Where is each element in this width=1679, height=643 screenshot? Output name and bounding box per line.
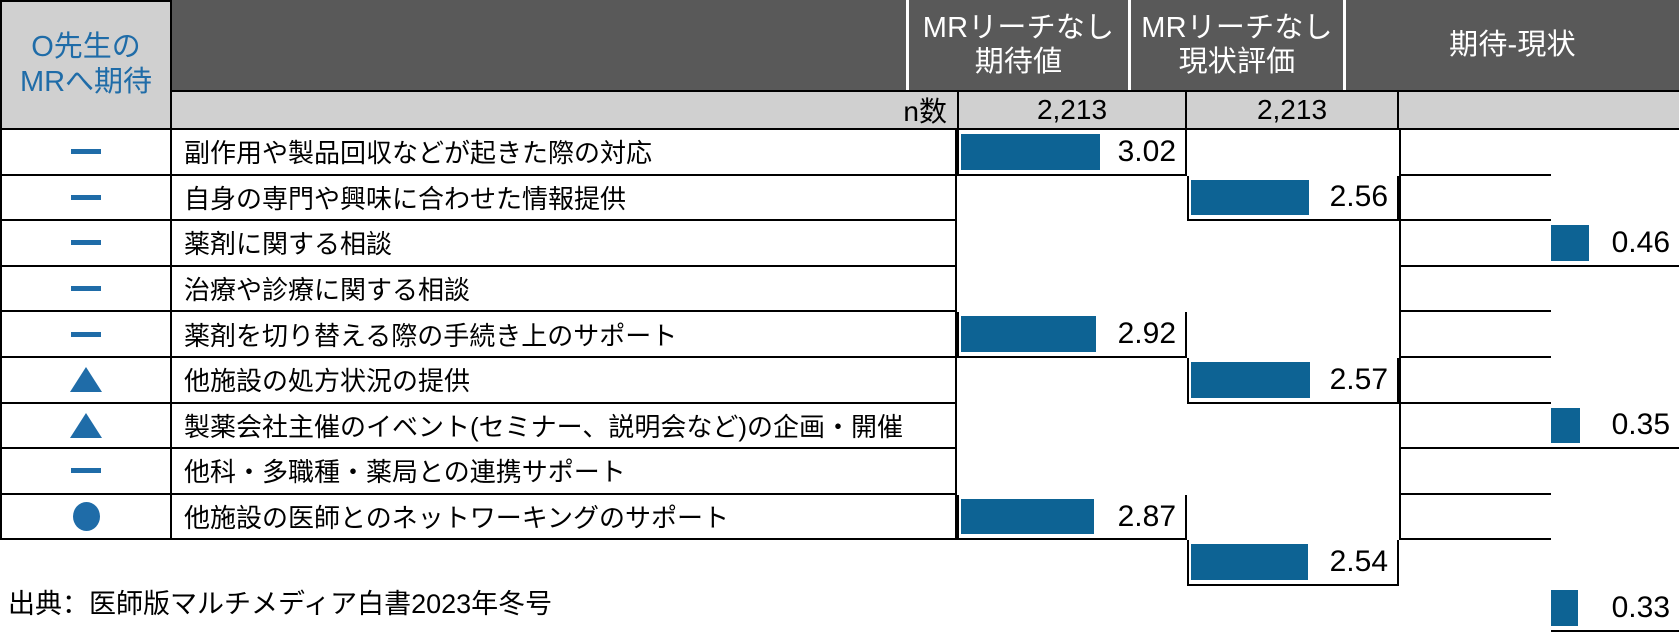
header-sep-2	[1128, 0, 1131, 90]
gap-value: 0.33	[1611, 590, 1670, 624]
header-col-expectation: MRリーチなし 期待値	[909, 0, 1128, 90]
expectation-bar	[961, 498, 1094, 535]
marker-dash-icon	[71, 331, 101, 337]
row-marker-cell	[0, 449, 172, 495]
expectation-bar	[961, 134, 1101, 170]
expectation-value: 3.02	[1117, 134, 1176, 168]
row-label-cell: 薬剤に関する相談	[172, 221, 957, 267]
gap-cell-pad	[1399, 312, 1551, 358]
expectation-cell: 2.92	[957, 312, 1187, 358]
marker-dash-icon	[71, 149, 101, 155]
gap-cell: 0.33	[1551, 585, 1679, 632]
gap-bar	[1551, 225, 1589, 261]
gap-cell-pad	[1399, 266, 1551, 313]
marker-dash-icon	[71, 286, 101, 292]
source-note: 出典：医師版マルチメディア白書2023年冬号	[8, 582, 552, 621]
header-col-gap: 期待-現状	[1346, 0, 1679, 90]
row-label-cell: 自身の専門や興味に合わせた情報提供	[172, 175, 957, 222]
marker-dash-icon	[71, 194, 101, 200]
gap-cell-pad	[1399, 449, 1551, 495]
current-value: 2.54	[1329, 545, 1388, 579]
row-label-cell: 製薬会社主催のイベント(セミナー、説明会など)の企画・開催	[172, 403, 957, 450]
current-bar	[1191, 179, 1310, 216]
header-col-expectation-line2: 期待値	[974, 46, 1063, 78]
row-marker-cell	[0, 358, 172, 404]
corner-header-cell: O先生の MRへ期待	[0, 0, 172, 130]
gap-bar	[1551, 407, 1580, 444]
current-cell: 2.54	[1187, 540, 1399, 586]
expectation-cell: 3.02	[957, 130, 1187, 176]
row-marker-cell	[0, 130, 172, 176]
body-top-border	[0, 128, 1679, 130]
current-value: 2.56	[1329, 180, 1388, 214]
gap-cell-pad	[1399, 494, 1551, 541]
expectation-value: 2.92	[1117, 317, 1176, 351]
header-col-current-line2: 現状評価	[1178, 46, 1296, 78]
current-value: 2.57	[1329, 362, 1388, 396]
current-bar	[1191, 361, 1310, 398]
current-bar	[1191, 544, 1309, 580]
row-label-text: 他科・多職種・薬局との連携サポート	[184, 457, 626, 488]
row-label-cell: 他施設の医師とのネットワーキングのサポート	[172, 494, 957, 541]
row-label-text: 薬剤に関する相談	[184, 229, 393, 260]
row-marker-cell	[0, 175, 172, 222]
marker-triangle-icon	[70, 412, 102, 438]
row-label-text: 治療や診療に関する相談	[184, 275, 471, 306]
gap-cell-pad	[1399, 175, 1551, 222]
corner-header-line2: MRへ期待	[19, 66, 153, 98]
n-row-expectation: 2,213	[957, 92, 1187, 128]
corner-header-line1: O先生の	[31, 30, 141, 63]
marker-circle-icon	[72, 502, 100, 532]
n-row-current: 2,213	[1187, 92, 1399, 128]
header-col-gap-line1: 期待-現状	[1449, 28, 1576, 61]
n-row-gap	[1399, 92, 1679, 128]
row-label-cell: 治療や診療に関する相談	[172, 266, 957, 313]
gap-cell-pad	[1399, 403, 1551, 450]
row-label-cell: 薬剤を切り替える際の手続き上のサポート	[172, 312, 957, 358]
row-marker-cell	[0, 403, 172, 450]
header-col-current: MRリーチなし 現状評価	[1131, 0, 1343, 90]
source-note-text: 出典：医師版マルチメディア白書2023年冬号	[8, 589, 553, 619]
gap-bar	[1551, 589, 1578, 626]
n-row-expectation-value: 2,213	[1036, 94, 1108, 125]
row-label-text: 薬剤を切り替える際の手続き上のサポート	[184, 320, 678, 351]
header-sep-3	[1343, 0, 1346, 90]
row-label-text: 他施設の処方状況の提供	[184, 366, 471, 397]
n-row-label: n数	[172, 92, 957, 128]
current-cell: 2.56	[1187, 175, 1399, 222]
row-marker-cell	[0, 494, 172, 541]
row-label-cell: 他施設の処方状況の提供	[172, 358, 957, 404]
expectation-value: 2.87	[1117, 499, 1176, 533]
marker-triangle-icon	[70, 367, 102, 393]
row-label-cell: 他科・多職種・薬局との連携サポート	[172, 449, 957, 495]
header-col-expectation-line1: MRリーチなし	[922, 11, 1115, 44]
gap-cell: 0.35	[1551, 403, 1679, 450]
gap-cell-pad	[1399, 358, 1551, 404]
row-label-text: 副作用や製品回収などが起きた際の対応	[184, 138, 653, 169]
header-col-current-line1: MRリーチなし	[1141, 11, 1333, 44]
row-label-text: 製薬会社主催のイベント(セミナー、説明会など)の企画・開催	[184, 411, 904, 442]
n-row-label-text: n数	[903, 96, 947, 127]
gap-cell-pad	[1399, 130, 1551, 176]
row-marker-cell	[0, 221, 172, 267]
gap-cell-pad	[1399, 221, 1551, 267]
marker-dash-icon	[71, 240, 101, 246]
expectation-bar	[961, 316, 1096, 352]
header-label-blank	[172, 0, 890, 90]
row-marker-cell	[0, 266, 172, 313]
row-label-text: 他施設の医師とのネットワーキングのサポート	[184, 503, 729, 534]
gap-cell: 0.46	[1551, 221, 1679, 267]
row-label-text: 自身の専門や興味に合わせた情報提供	[184, 183, 627, 214]
header-sep-1	[906, 0, 909, 90]
expectation-cell: 2.87	[957, 494, 1187, 541]
gap-value: 0.35	[1611, 408, 1670, 442]
gap-value: 0.46	[1611, 225, 1670, 259]
n-row-current-value: 2,213	[1256, 94, 1328, 125]
current-cell: 2.57	[1187, 357, 1399, 404]
row-label-cell: 副作用や製品回収などが起きた際の対応	[172, 130, 957, 176]
row-marker-cell	[0, 312, 172, 358]
marker-dash-icon	[71, 468, 101, 474]
